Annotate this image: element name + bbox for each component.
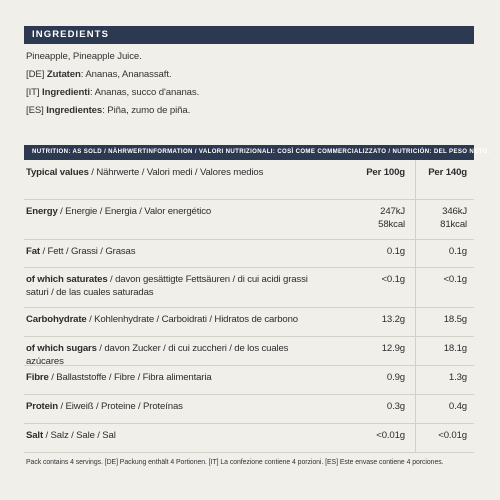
row-label-rest: / davon Zucker / di cui zuccheri / de lo…	[26, 343, 289, 367]
row-label-rest: / Kohlenhydrate / Carboidrati / Hidratos…	[86, 314, 298, 325]
row-label-rest: / Fett / Grassi / Grasas	[39, 246, 136, 257]
ingredients-heading: INGREDIENTS	[32, 29, 110, 40]
row-label: Protein / Eiweiß / Proteine / Proteínas	[26, 400, 326, 413]
ingredients-line-it-prefix: [IT]	[26, 87, 43, 98]
value-per-100g-kj: 247kJ	[380, 206, 405, 217]
ingredients-line-en-text: Pineapple, Pineapple Juice.	[26, 51, 142, 62]
ingredients-line-it: [IT] Ingredienti: Ananas, succo d'ananas…	[26, 87, 199, 98]
value-per-100g: 0.1g	[386, 246, 405, 257]
column-per-100g: Per 100g	[366, 167, 405, 178]
nutrition-row-fat: Fat / Fett / Grassi / Grasas 0.1g 0.1g	[24, 239, 474, 268]
row-label: of which saturates / davon gesättigte Fe…	[26, 273, 326, 299]
ingredients-line-it-text: : Ananas, succo d'ananas.	[89, 87, 200, 98]
value-per-100g-kcal: 58kcal	[378, 219, 405, 230]
ingredients-line-es-label: Ingredientes	[46, 105, 103, 116]
ingredients-line-es: [ES] Ingredientes: Piña, zumo de piña.	[26, 105, 190, 116]
ingredients-line-es-prefix: [ES]	[26, 105, 47, 116]
nutrition-row-fibre: Fibre / Ballaststoffe / Fibre / Fibra al…	[24, 365, 474, 395]
ingredients-line-de-prefix: [DE]	[26, 69, 47, 80]
row-label: Carbohydrate / Kohlenhydrate / Carboidra…	[26, 313, 326, 326]
value-per-100g: <0.1g	[381, 274, 405, 285]
ingredients-line-de-label: Zutaten	[46, 69, 81, 80]
nutrition-row-carbohydrate: Carbohydrate / Kohlenhydrate / Carboidra…	[24, 307, 474, 337]
row-label: Energy / Energie / Energia / Valor energ…	[26, 205, 326, 218]
value-per-140g: 0.1g	[448, 246, 467, 257]
row-label-bold: Fibre	[26, 372, 49, 383]
nutrition-row-sugars: of which sugars / davon Zucker / di cui …	[24, 336, 474, 368]
value-per-140g: 0.4g	[448, 401, 467, 412]
row-label: Salt / Salz / Sale / Sal	[26, 429, 326, 442]
value-per-140g: 18.1g	[443, 343, 467, 354]
value-per-140g-kj: 346kJ	[442, 206, 467, 217]
ingredients-line-en: Pineapple, Pineapple Juice.	[26, 51, 142, 62]
ingredients-header-bar: INGREDIENTS	[24, 26, 474, 44]
nutrition-row-energy: Energy / Energie / Energia / Valor energ…	[24, 199, 474, 240]
nutrition-header-row: Typical values / Nährwerte / Valori medi…	[24, 160, 474, 200]
row-label-bold: Energy	[26, 206, 58, 217]
nutrition-heading: NUTRITION: AS SOLD / NÄHRWERTINFORMATION…	[32, 148, 491, 155]
row-label-rest: / Salz / Sale / Sal	[43, 430, 116, 441]
servings-footer: Pack contains 4 servings. [DE] Packung e…	[26, 459, 444, 466]
ingredients-line-es-text: : Piña, zumo de piña.	[102, 105, 191, 116]
value-per-100g: <0.01g	[376, 430, 405, 441]
row-label-rest: / Eiweiß / Proteine / Proteínas	[58, 401, 183, 412]
row-label-rest: / Ballaststoffe / Fibre / Fibra alimenta…	[48, 372, 212, 383]
value-per-140g: <0.1g	[443, 274, 467, 285]
row-label: of which sugars / davon Zucker / di cui …	[26, 342, 326, 368]
ingredients-line-it-label: Ingredienti	[42, 87, 90, 98]
value-per-140g: <0.01g	[438, 430, 467, 441]
typical-values-label: Typical values / Nährwerte / Valori medi…	[26, 166, 326, 179]
typical-values-label-rest: / Nährwerte / Valori medi / Valores medi…	[88, 167, 264, 178]
row-label: Fibre / Ballaststoffe / Fibre / Fibra al…	[26, 371, 326, 384]
row-label-bold: of which saturates	[26, 274, 108, 285]
value-per-140g: 346kJ 81kcal	[440, 205, 467, 231]
row-label-rest: / davon gesättigte Fettsäuren / di cui a…	[26, 274, 308, 298]
ingredients-line-de: [DE] Zutaten: Ananas, Ananassaft.	[26, 69, 172, 80]
row-label-rest: / Energie / Energia / Valor energético	[57, 206, 212, 217]
row-label-bold: Fat	[26, 246, 40, 257]
nutrition-row-salt: Salt / Salz / Sale / Sal <0.01g <0.01g	[24, 423, 474, 453]
value-per-100g: 13.2g	[381, 314, 405, 325]
ingredients-line-de-text: : Ananas, Ananassaft.	[80, 69, 172, 80]
row-label-bold: of which sugars	[26, 343, 97, 354]
value-per-100g: 0.9g	[386, 372, 405, 383]
column-divider	[415, 160, 416, 452]
value-per-100g: 247kJ 58kcal	[378, 205, 405, 231]
nutrition-header-bar: NUTRITION: AS SOLD / NÄHRWERTINFORMATION…	[24, 145, 490, 160]
row-label: Fat / Fett / Grassi / Grasas	[26, 245, 326, 258]
row-label-bold: Salt	[26, 430, 43, 441]
typical-values-label-bold: Typical values	[26, 167, 89, 178]
value-per-100g: 12.9g	[381, 343, 405, 354]
value-per-100g: 0.3g	[386, 401, 405, 412]
value-per-140g: 1.3g	[448, 372, 467, 383]
value-per-140g: 18.5g	[443, 314, 467, 325]
value-per-140g-kcal: 81kcal	[440, 219, 467, 230]
nutrition-row-saturates: of which saturates / davon gesättigte Fe…	[24, 267, 474, 308]
row-label-bold: Carbohydrate	[26, 314, 87, 325]
row-label-bold: Protein	[26, 401, 58, 412]
column-per-140g: Per 140g	[428, 167, 467, 178]
nutrition-row-protein: Protein / Eiweiß / Proteine / Proteínas …	[24, 394, 474, 424]
